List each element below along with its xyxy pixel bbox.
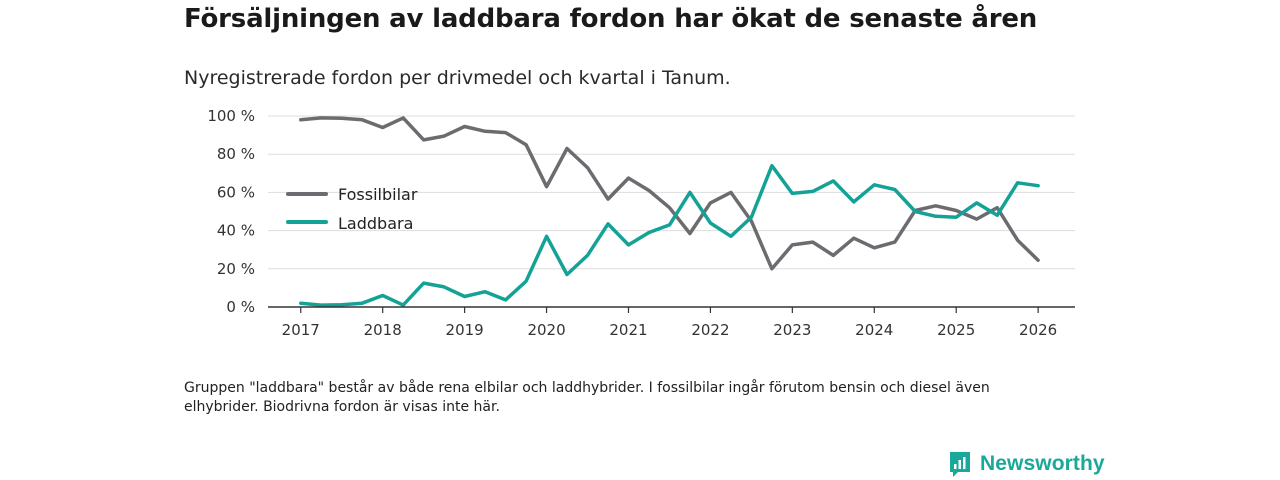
y-tick-label: 40 % bbox=[217, 222, 255, 240]
brand-name: Newsworthy bbox=[980, 452, 1105, 475]
series-line-laddbara bbox=[299, 163, 1040, 307]
y-tick-label: 0 % bbox=[226, 298, 255, 316]
y-tick-label: 80 % bbox=[217, 145, 255, 163]
x-tick-label: 2025 bbox=[937, 321, 975, 339]
newsworthy-logo-icon bbox=[950, 452, 970, 477]
axes: 0 % 20 % 40 % 60 % 80 % 100 % 2017 2018 2019 2020… bbox=[207, 107, 1075, 339]
x-tick-label: 2018 bbox=[364, 321, 402, 339]
y-tick-label: 100 % bbox=[207, 107, 255, 125]
x-tick-label: 2019 bbox=[446, 321, 484, 339]
footnote: Gruppen "laddbara" består av både rena e… bbox=[184, 380, 990, 415]
x-tick-label: 2026 bbox=[1019, 321, 1057, 339]
x-tick-label: 2021 bbox=[609, 321, 647, 339]
series-lines bbox=[299, 116, 1040, 307]
x-tick-label: 2024 bbox=[855, 321, 893, 339]
x-tick-label: 2020 bbox=[527, 321, 565, 339]
y-tick-label: 60 % bbox=[217, 183, 255, 201]
y-tick-label: 20 % bbox=[217, 260, 255, 278]
legend-label-laddbara: Laddbara bbox=[338, 214, 413, 233]
brand-logo[interactable]: Newsworthy bbox=[948, 450, 1105, 478]
x-tick-label: 2017 bbox=[282, 321, 320, 339]
x-tick-label: 2023 bbox=[773, 321, 811, 339]
line-chart: 0 % 20 % 40 % 60 % 80 % 100 % 2017 2018 2019 2020… bbox=[207, 107, 1075, 339]
legend: Fossilbilar Laddbara bbox=[286, 185, 418, 233]
grid-lines bbox=[268, 115, 1075, 270]
legend-label-fossilbilar: Fossilbilar bbox=[338, 185, 418, 204]
chart-subtitle: Nyregistrerade fordon per drivmedel och … bbox=[184, 67, 731, 89]
x-tick-label: 2022 bbox=[691, 321, 729, 339]
chart-title: Försäljningen av laddbara fordon har öka… bbox=[184, 4, 1038, 34]
